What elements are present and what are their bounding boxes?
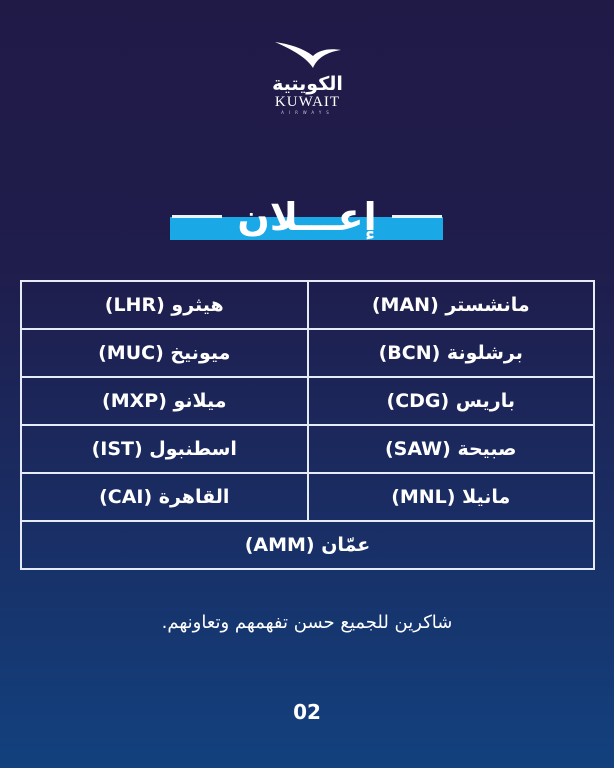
thanks-message: شاكرين للجميع حسن تفهمهم وتعاونهم. [161, 612, 453, 633]
table-row: برشلونة (BCN) ميونيخ (MUC) [20, 328, 595, 378]
destinations-table: مانشستر (MAN) هيثرو (LHR) برشلونة (BCN) مي… [20, 280, 595, 570]
destination-cell: مانيلا (MNL) [306, 472, 595, 522]
table-row: صبيحة (SAW) اسطنبول (IST) [20, 424, 595, 474]
destination-cell: ميلانو (MXP) [20, 376, 309, 426]
destination-cell: القاهرة (CAI) [20, 472, 309, 522]
page-number: 02 [293, 700, 321, 724]
destination-cell: عمّان (AMM) [20, 520, 595, 570]
title-banner [170, 217, 443, 240]
destination-cell: برشلونة (BCN) [306, 328, 595, 378]
page-title: إعـــلان [237, 195, 377, 239]
bird-icon [274, 42, 341, 68]
table-row: عمّان (AMM) [20, 520, 595, 570]
logo-arabic: الكويتية [272, 73, 343, 95]
table-row: باريس (CDG) ميلانو (MXP) [20, 376, 595, 426]
logo-english: KUWAIT [274, 94, 341, 110]
kuwait-airways-logo: الكويتية KUWAIT AIRWAYS [255, 40, 360, 130]
table-row: مانشستر (MAN) هيثرو (LHR) [20, 280, 595, 330]
destination-cell: اسطنبول (IST) [20, 424, 309, 474]
title-line-right [392, 215, 442, 218]
destination-cell: باريس (CDG) [306, 376, 595, 426]
destination-cell: هيثرو (LHR) [20, 280, 309, 330]
destination-cell: صبيحة (SAW) [306, 424, 595, 474]
table-row: مانيلا (MNL) القاهرة (CAI) [20, 472, 595, 522]
logo-sub: AIRWAYS [281, 110, 334, 115]
title-line-left [172, 215, 222, 218]
destination-cell: ميونيخ (MUC) [20, 328, 309, 378]
destination-cell: مانشستر (MAN) [306, 280, 595, 330]
